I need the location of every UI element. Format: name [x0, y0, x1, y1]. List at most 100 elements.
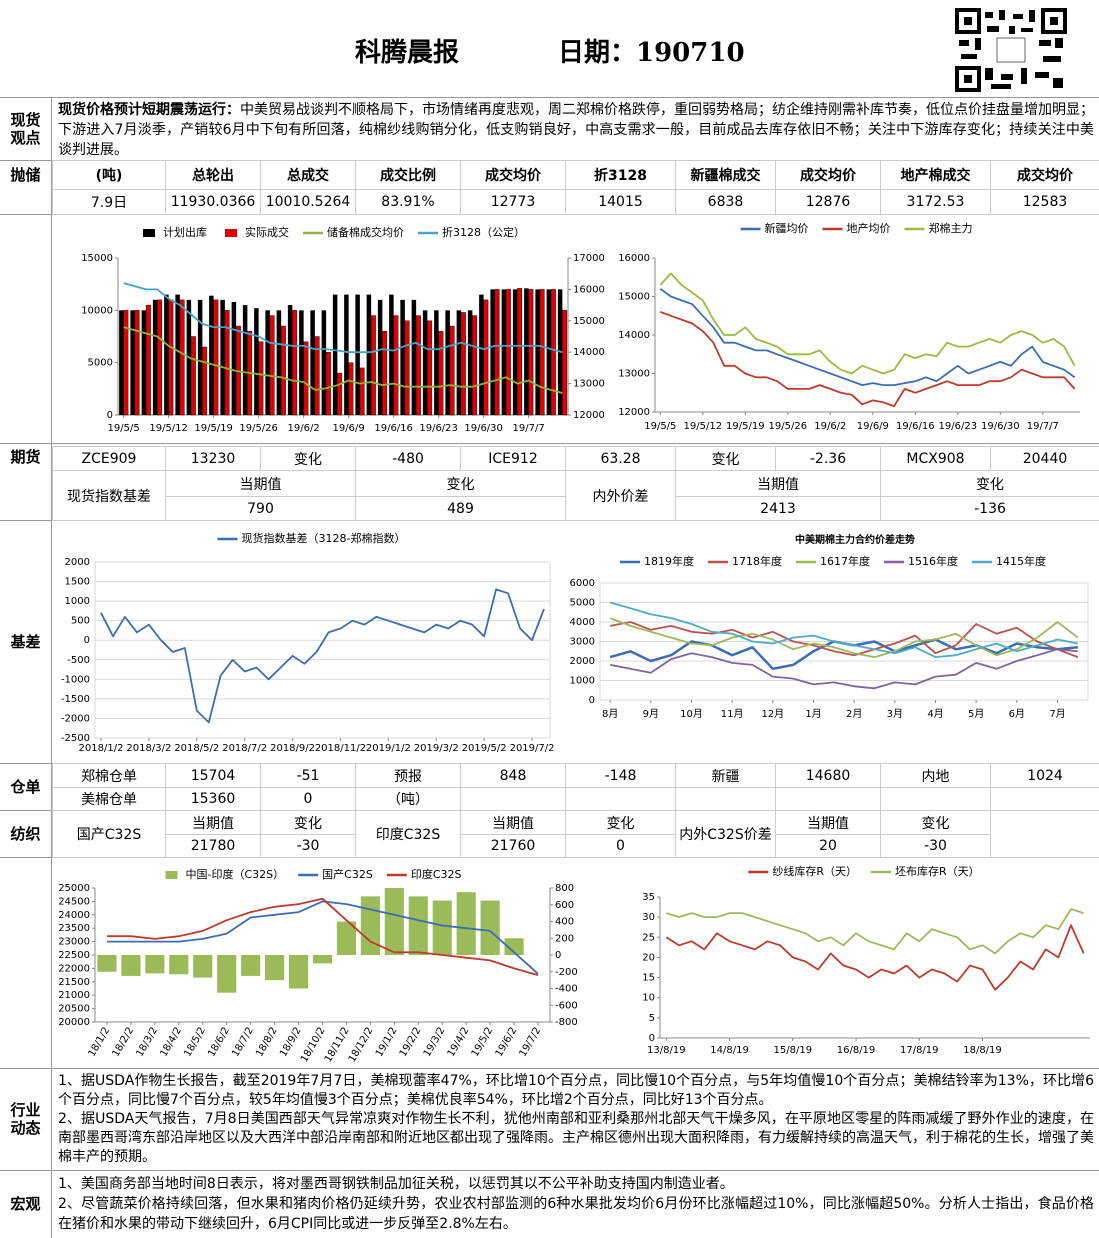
- bar: [254, 308, 259, 415]
- x-tick-label: 19/4/2: [446, 1026, 472, 1059]
- x-tick-label: 1月: [805, 708, 821, 720]
- y-tick-label: 25000: [58, 883, 90, 894]
- bar: [220, 299, 225, 415]
- bar: [97, 955, 117, 972]
- cell: ZCE909: [52, 446, 166, 471]
- y-tick-label: 0: [649, 1033, 655, 1044]
- y-tick-label: 14000: [618, 330, 650, 341]
- cell: 2413: [675, 496, 881, 521]
- bar: [504, 938, 524, 955]
- section-label: 行业动态: [0, 1068, 51, 1170]
- bar: [269, 315, 275, 416]
- label-text: 仓单: [10, 777, 41, 796]
- reserve-table: (吨) 总轮出 总成交 成交比例 成交均价 折3128 新疆棉成交 成交均价 地产棉成交 成交均价…: [52, 160, 1099, 215]
- bar: [490, 289, 495, 415]
- x-tick-label: 18/5/2: [182, 1026, 208, 1059]
- legend-label: 现货指数基差（3128-郑棉指数）: [242, 531, 406, 545]
- y-tick-label: 22000: [58, 963, 90, 974]
- bar: [382, 331, 388, 416]
- bar: [400, 299, 405, 415]
- divider: [0, 443, 1099, 444]
- divider: [0, 857, 1099, 858]
- bar: [344, 294, 349, 415]
- legend-label: 1819年度: [644, 554, 694, 568]
- cell: 成交均价: [460, 160, 566, 190]
- bar: [456, 892, 476, 955]
- x-tick-label: 2019/5/2: [462, 743, 507, 754]
- cell: -2.36: [775, 446, 881, 471]
- bar: [393, 315, 399, 416]
- bar: [546, 289, 552, 415]
- y-tick-label: -2500: [61, 733, 90, 744]
- legend-label: 新疆均价: [765, 221, 809, 235]
- lead: 现货价格预计短期震荡运行：: [58, 102, 240, 118]
- bar: [348, 362, 354, 416]
- x-tick-label: 19/7/2: [518, 1026, 544, 1059]
- x-tick-label: 17/8/19: [900, 1045, 939, 1056]
- bar: [505, 289, 511, 416]
- cell: [460, 787, 566, 811]
- cell: 12773: [460, 189, 566, 215]
- x-tick-label: 19/6/16: [374, 423, 413, 434]
- y-tick-label: 24000: [58, 910, 90, 921]
- cell: -51: [260, 763, 356, 788]
- cell: 848: [460, 763, 566, 788]
- macro-news: 1、美国商务部当地时间8日表示，将对墨西哥钢铁制品加征关税，以惩罚其以不公平补助…: [58, 1174, 1094, 1234]
- bar: [479, 294, 484, 415]
- cell: 1024: [990, 763, 1099, 788]
- bar: [512, 289, 518, 415]
- cell: 预报: [355, 763, 461, 788]
- cell: 6838: [675, 189, 776, 215]
- bar: [213, 299, 219, 416]
- legend-label: 地产均价: [847, 221, 891, 235]
- bar: [190, 336, 196, 416]
- cell: 489: [355, 496, 566, 521]
- bar: [384, 888, 404, 955]
- bar: [231, 301, 237, 415]
- cell: 变化: [880, 470, 1099, 497]
- label-text: 基差: [10, 632, 41, 651]
- x-tick-label: 2019/3/2: [414, 743, 459, 754]
- bar: [164, 294, 169, 415]
- y-tick-label: -1000: [61, 674, 90, 685]
- x-tick-label: 18/2/2: [110, 1026, 136, 1059]
- bar: [562, 310, 568, 416]
- y-tick-label: 23500: [58, 923, 90, 934]
- y-tick-label: 22500: [58, 950, 90, 961]
- bar: [438, 331, 444, 416]
- cell: 15704: [165, 763, 261, 788]
- y-tick-label: 10000: [81, 305, 113, 316]
- bar: [310, 310, 315, 415]
- legend-label: 国产C32S: [322, 867, 373, 881]
- x-tick-label: 19/5/5: [108, 423, 140, 434]
- cell: 21780: [165, 834, 261, 858]
- line: [665, 924, 1085, 991]
- bar: [528, 289, 534, 416]
- bar: [434, 310, 439, 415]
- cell: 美棉仓单: [52, 787, 166, 811]
- divider: [0, 1170, 1099, 1171]
- y-tick-label: 20: [642, 952, 655, 963]
- section-label: 基差: [0, 520, 51, 763]
- cell: 变化: [355, 470, 566, 497]
- cell: 新疆: [675, 763, 776, 788]
- y-tick-label: 0: [84, 635, 90, 646]
- y-tick-label: 1000: [65, 596, 90, 607]
- bar: [411, 299, 417, 415]
- x-tick-label: 19/5/19: [726, 421, 765, 432]
- cell: 15360: [165, 787, 261, 811]
- y-tick-label: 5000: [88, 358, 113, 369]
- cell: 83.91%: [355, 189, 461, 215]
- bar: [241, 955, 261, 976]
- legend-label: 坯布库存R（天）: [895, 864, 980, 878]
- cell: 0: [260, 787, 356, 811]
- cell: 成交比例: [355, 160, 461, 190]
- line: [107, 900, 539, 975]
- x-tick-label: 10月: [680, 708, 703, 720]
- y2-tick-label: 400: [555, 917, 574, 928]
- x-tick-label: 2018/5/2: [174, 743, 219, 754]
- cell: 变化: [260, 810, 356, 835]
- y2-tick-label: 200: [555, 933, 574, 944]
- cell: 13230: [165, 446, 261, 471]
